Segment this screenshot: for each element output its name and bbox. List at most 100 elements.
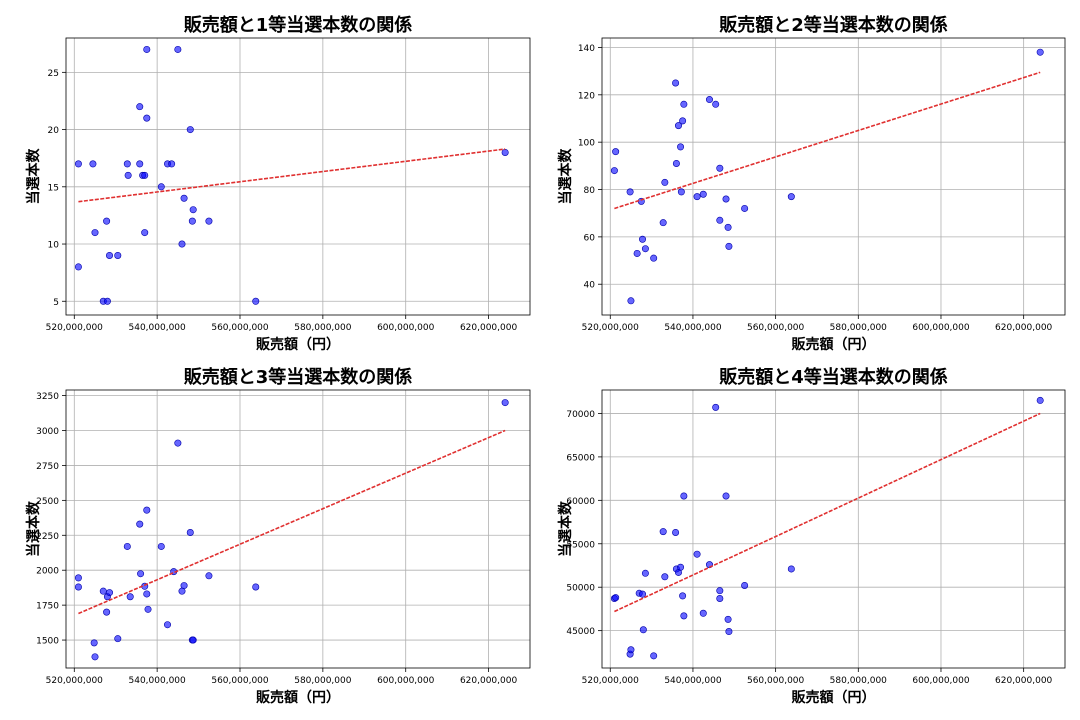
data-point (74, 583, 82, 591)
x-tick-label: 600,000,000 (912, 676, 970, 686)
trend-line (614, 71, 1041, 210)
x-tick-label: 560,000,000 (747, 323, 805, 333)
data-point (724, 223, 732, 231)
plot-frame (601, 37, 1066, 316)
x-tick-label: 520,000,000 (46, 676, 104, 686)
x-tick-label: 560,000,000 (211, 323, 269, 333)
y-axis-label: 当選本数 (25, 148, 42, 205)
data-point (612, 594, 620, 602)
data-point (787, 565, 795, 573)
y-tick-label: 100 (578, 139, 595, 149)
y-tick-label: 2500 (36, 497, 59, 507)
data-point (168, 160, 176, 168)
data-point (699, 609, 707, 617)
data-point (143, 590, 151, 598)
y-tick-label: 45000 (566, 627, 595, 637)
data-point (136, 160, 144, 168)
plot-frame (601, 389, 1066, 669)
data-point (180, 582, 188, 590)
x-tick-label: 600,000,000 (377, 323, 435, 333)
y-tick-label: 15 (48, 183, 59, 193)
chart-title: 販売額と2等当選本数の関係 (719, 14, 948, 36)
x-axis-label: 販売額（円） (792, 336, 876, 353)
data-point (124, 171, 132, 179)
data-point (699, 190, 707, 198)
data-point (641, 569, 649, 577)
data-point (722, 492, 730, 500)
data-point (103, 217, 111, 225)
data-point (157, 183, 165, 191)
y-tick-label: 3250 (36, 392, 59, 402)
y-tick-label: 2250 (36, 532, 59, 542)
data-point (716, 164, 724, 172)
data-point (677, 143, 685, 151)
data-point (741, 204, 749, 212)
x-tick-label: 620,000,000 (460, 676, 518, 686)
chart-panel-4: 520,000,000 540,000,000 560,000,000 580,000… (557, 366, 1066, 706)
y-tick-label: 60 (584, 233, 596, 243)
data-point (123, 542, 131, 550)
data-point (205, 572, 213, 580)
x-tick-label: 520,000,000 (46, 323, 104, 333)
data-point (677, 188, 685, 196)
data-point (627, 297, 635, 305)
data-point (103, 608, 111, 616)
y-tick-label: 1750 (36, 602, 59, 612)
data-point (712, 100, 720, 108)
data-point (141, 171, 149, 179)
data-point (612, 148, 620, 156)
data-point (164, 621, 172, 629)
x-tick-label: 620,000,000 (995, 323, 1053, 333)
data-point (680, 100, 688, 108)
chart-panel-1: 520,000,000 540,000,000 560,000,000 580,000… (25, 14, 531, 353)
data-point (641, 245, 649, 253)
data-point (716, 587, 724, 595)
data-point (103, 297, 111, 305)
y-tick-label: 5 (53, 298, 59, 308)
data-point (252, 583, 260, 591)
data-point (639, 235, 647, 243)
y-axis-label: 当選本数 (557, 500, 574, 557)
data-point (123, 160, 131, 168)
data-point (91, 229, 99, 237)
data-point (90, 639, 98, 647)
trend-line (78, 148, 506, 203)
x-axis-label: 販売額（円） (792, 689, 876, 706)
x-tick-label: 580,000,000 (294, 323, 352, 333)
x-tick-label: 520,000,000 (582, 323, 640, 333)
data-point (136, 103, 144, 111)
trend-line (614, 412, 1041, 613)
data-point (650, 254, 658, 262)
data-point (661, 178, 669, 186)
data-point (705, 96, 713, 104)
y-tick-label: 3000 (36, 427, 59, 437)
x-tick-label: 540,000,000 (129, 323, 187, 333)
data-point (677, 563, 685, 571)
x-tick-label: 600,000,000 (912, 323, 970, 333)
x-tick-label: 580,000,000 (830, 676, 888, 686)
data-point (680, 492, 688, 500)
data-point (680, 612, 688, 620)
y-tick-label: 80 (584, 186, 596, 196)
y-axis-label: 当選本数 (557, 148, 574, 205)
x-tick-label: 540,000,000 (664, 323, 722, 333)
data-point (174, 439, 182, 447)
data-point (679, 592, 687, 600)
data-point (661, 573, 669, 581)
plot-frame (65, 389, 531, 669)
data-point (610, 167, 618, 175)
data-point (74, 160, 82, 168)
x-tick-label: 580,000,000 (830, 323, 888, 333)
data-point (672, 79, 680, 87)
data-point (106, 589, 114, 597)
data-point (633, 249, 641, 257)
y-tick-label: 2750 (36, 462, 59, 472)
data-point (679, 117, 687, 125)
data-point (724, 615, 732, 623)
data-point (89, 160, 97, 168)
y-tick-label: 60000 (566, 497, 595, 507)
data-point (674, 122, 682, 130)
data-point (627, 646, 635, 654)
data-point (189, 636, 197, 644)
